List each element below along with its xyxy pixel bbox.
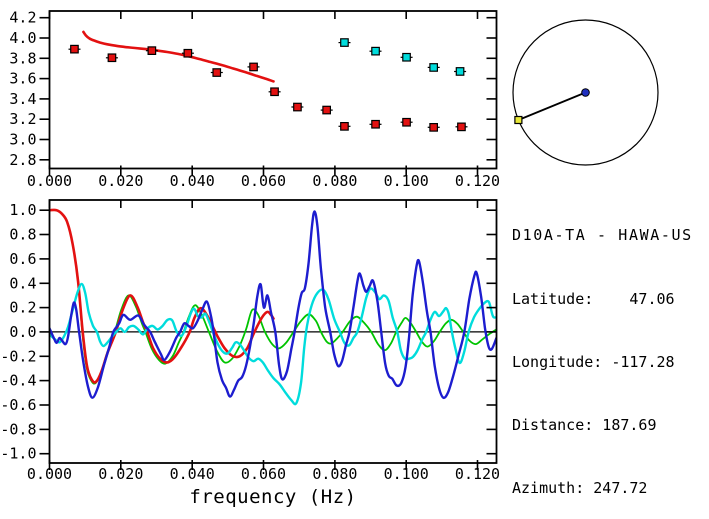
correlation-cyan-curve [49,282,497,406]
dispersion-point-marker[interactable] [402,52,411,62]
x-tick-label: 0.000 [27,172,72,190]
azimuth-line [518,91,586,121]
azimuth-diagram [512,19,659,166]
y-tick-label: 3.0 [9,131,36,149]
station-latitude: Latitude: 47.06 [512,290,675,308]
dispersion-point-marker[interactable] [70,44,79,54]
dispersion-point-marker[interactable] [107,53,117,63]
x-tick-label: 0.040 [170,172,215,190]
x-tick-label: 0.040 [170,465,215,483]
x-tick-label: 0.060 [241,465,286,483]
y-tick-label: 4.2 [9,9,36,27]
y-tick-label: 2.8 [9,151,36,169]
dispersion-point-marker[interactable] [402,117,411,127]
y-tick-label: 0.6 [9,250,36,268]
dispersion-point-marker[interactable] [340,121,349,131]
dispersion-point-marker[interactable] [371,46,380,56]
y-tick-label: 0.0 [9,323,36,341]
x-tick-label: 0.020 [98,172,143,190]
x-tick-label: 0.100 [384,172,429,190]
y-tick-label: -1.0 [0,445,36,463]
correlation-red-model-curve [49,208,275,384]
y-tick-label: 1.0 [9,201,36,219]
plot-frame [48,10,498,170]
correlation-blue-curve [49,210,497,400]
dispersion-point-marker[interactable] [457,122,466,132]
dispersion-point-marker[interactable] [429,122,438,132]
dispersion-point-marker[interactable] [455,67,465,76]
correlation-green-curve [49,209,497,385]
x-tick-label: 0.100 [384,465,429,483]
dispersion-point-marker[interactable] [270,87,279,97]
x-tick-label: 0.120 [455,172,500,190]
picked-dispersion-cyan-points [338,38,467,76]
x-tick-label: 0.120 [455,465,500,483]
y-tick-label: -0.6 [0,396,36,414]
station-azimuth: Azimuth: 247.72 [512,479,648,497]
x-tick-label: 0.000 [27,465,72,483]
x-tick-label: 0.080 [312,465,357,483]
dispersion-point-marker[interactable] [371,119,380,129]
y-tick-label: -0.2 [0,347,36,365]
y-tick-label: 0.4 [9,274,36,292]
station-pair-title: D10A-TA - HAWA-US [512,226,693,244]
picked-dispersion-red-points [68,44,468,132]
y-tick-label: 4.0 [9,29,36,47]
station-info-panel: D10A-TA - HAWA-US Latitude: 47.06 Longit… [512,183,693,519]
station-longitude: Longitude: -117.28 [512,353,675,371]
dispersion-point-marker[interactable] [340,38,349,47]
x-tick-label: 0.020 [98,465,143,483]
y-tick-label: -0.8 [0,420,36,438]
y-tick-label: 0.8 [9,226,36,244]
y-tick-label: 3.2 [9,110,36,128]
dispersion-point-marker[interactable] [212,68,222,77]
dispersion-point-marker[interactable] [322,105,331,115]
dispersion-point-marker[interactable] [147,46,157,56]
model-dispersion-curve-curve [82,30,275,83]
station-distance: Distance: 187.69 [512,416,657,434]
y-tick-label: 3.6 [9,70,36,88]
correlation-chart[interactable]: 0.000 0.020 0.040 0.060 0.080 0.100 0.120 1.0 0.… [0,199,500,483]
dispersion-point-marker[interactable] [249,62,258,72]
x-tick-label: 0.060 [241,172,286,190]
dispersion-point-marker[interactable] [293,102,302,112]
azimuth-endpoint-marker [514,115,523,125]
dispersion-point-marker[interactable] [429,63,438,72]
x-axis-title: frequency (Hz) [189,486,357,508]
dispersion-point-marker[interactable] [183,48,193,58]
y-tick-label: 3.4 [9,90,36,108]
y-tick-label: -0.4 [0,372,36,390]
dispersion-chart[interactable]: 0.000 0.020 0.040 0.060 0.080 0.100 0.120 4.2 4.… [9,9,500,190]
center-station-marker [581,88,590,97]
y-tick-label: 0.2 [9,299,36,317]
azimuth-circle [512,19,659,166]
y-tick-label: 3.8 [9,49,36,67]
x-tick-label: 0.080 [312,172,357,190]
